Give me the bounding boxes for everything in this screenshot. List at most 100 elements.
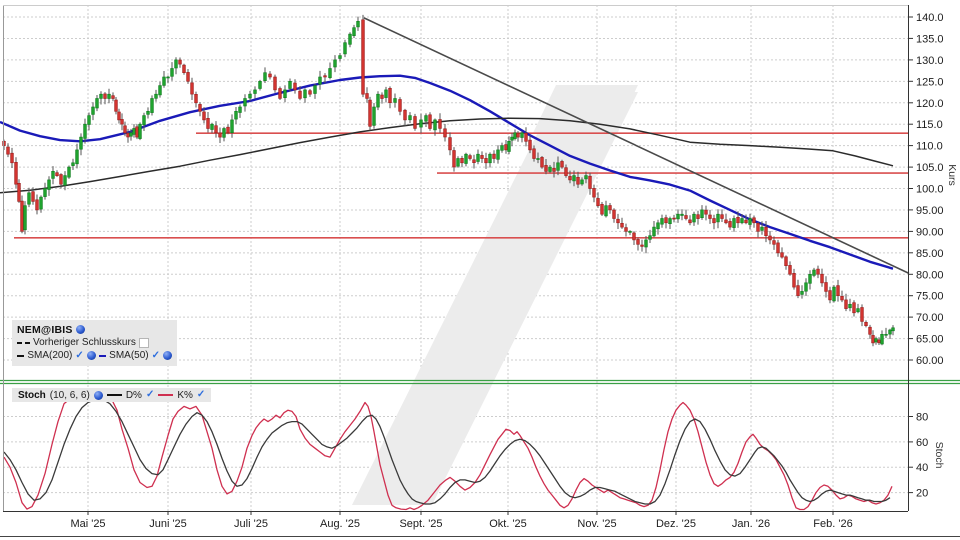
sma200-checkbox[interactable]: ✓: [75, 349, 84, 361]
candle: [740, 214, 744, 225]
candle: [99, 91, 103, 105]
candle: [608, 203, 612, 214]
candle: [87, 112, 91, 131]
candle: [676, 209, 680, 223]
sma-200--line[interactable]: [0, 117, 894, 194]
candle: [132, 124, 136, 138]
candle: [298, 86, 302, 101]
candle: [596, 192, 600, 208]
candle: [384, 86, 388, 103]
candle: [576, 171, 580, 188]
k-checkbox[interactable]: ✓: [196, 389, 206, 400]
candle: [51, 166, 55, 185]
candle: [476, 149, 480, 165]
prev-close-checkbox[interactable]: [138, 337, 149, 348]
stoch-settings-icon[interactable]: [93, 390, 103, 400]
stoch-title: Stoch: [18, 389, 46, 401]
prev-close-label: Vorheriger Schlusskurs: [33, 337, 136, 348]
stoch-d-line[interactable]: [3, 399, 891, 505]
candle: [513, 129, 517, 141]
sma50-settings-icon[interactable]: [163, 351, 172, 360]
candle: [17, 179, 21, 203]
candle: [194, 91, 198, 108]
candle: [230, 114, 234, 138]
candle: [584, 171, 588, 184]
trendlinie-line[interactable]: [363, 17, 910, 275]
candle: [704, 205, 708, 221]
month-tick-label: Aug. '25: [320, 518, 360, 530]
watermark: [352, 85, 638, 505]
month-tick-label: Nov. '25: [577, 518, 616, 530]
candle: [27, 187, 31, 208]
candle: [744, 214, 748, 225]
candle: [472, 154, 476, 169]
sma200-label: SMA(200): [27, 350, 73, 361]
candle: [150, 95, 154, 116]
price-tick-label: 140.0: [916, 12, 944, 24]
candle: [764, 221, 768, 243]
candle: [75, 143, 79, 169]
candle: [480, 151, 484, 163]
candle: [492, 150, 496, 164]
stoch-params: (10, 6, 6): [49, 389, 90, 401]
candle: [424, 113, 428, 127]
candle: [724, 213, 728, 225]
price-tick-label: 135.0: [916, 33, 944, 45]
sma200-settings-icon[interactable]: [86, 351, 96, 360]
candle: [760, 221, 764, 235]
candle: [443, 124, 447, 142]
sma-50--line[interactable]: [0, 74, 894, 270]
candle: [756, 221, 760, 238]
d-checkbox[interactable]: ✓: [145, 389, 155, 400]
candle: [884, 327, 888, 338]
candle: [880, 330, 884, 346]
candle: [238, 104, 242, 118]
candle: [500, 142, 504, 153]
price-tick-label: 120.0: [916, 98, 944, 110]
candle: [548, 165, 552, 174]
candle: [288, 78, 292, 92]
candle: [800, 285, 804, 299]
candle: [604, 200, 608, 218]
candle: [356, 16, 360, 31]
candle: [111, 92, 115, 102]
candle: [278, 86, 282, 100]
candle: [868, 324, 872, 339]
candlestick-series: [2, 14, 895, 347]
candle: [263, 67, 267, 83]
candle: [63, 171, 67, 191]
candle: [688, 215, 692, 226]
month-tick-label: Sept. '25: [399, 518, 442, 530]
candle: [186, 69, 190, 84]
instrument-settings-icon[interactable]: [75, 325, 85, 334]
price-tick-label: 115.0: [916, 119, 943, 131]
main-legend: NEM@IBIS Vorheriger Schlusskurs SMA(200)…: [12, 320, 177, 366]
candle: [652, 221, 656, 238]
candle: [544, 159, 548, 175]
candle: [460, 155, 464, 168]
candle: [812, 267, 816, 278]
price-tick-label: 60.00: [916, 355, 944, 367]
candle: [243, 94, 247, 112]
candle: [648, 229, 652, 243]
candle: [226, 124, 230, 135]
candle: [452, 147, 456, 172]
price-tick-label: 80.00: [916, 269, 944, 281]
candle: [303, 88, 307, 103]
candle: [318, 70, 322, 90]
candle: [507, 136, 511, 155]
sma50-line-sample: [98, 354, 107, 357]
month-tick-label: Juli '25: [234, 518, 268, 530]
candle: [484, 152, 488, 169]
candle: [403, 108, 407, 126]
candle: [768, 231, 772, 245]
candle: [748, 213, 752, 230]
candle: [708, 209, 712, 224]
candle: [23, 201, 27, 235]
candle: [668, 216, 672, 229]
sma50-checkbox[interactable]: ✓: [151, 349, 160, 361]
candle: [146, 107, 150, 119]
candle: [107, 88, 111, 104]
